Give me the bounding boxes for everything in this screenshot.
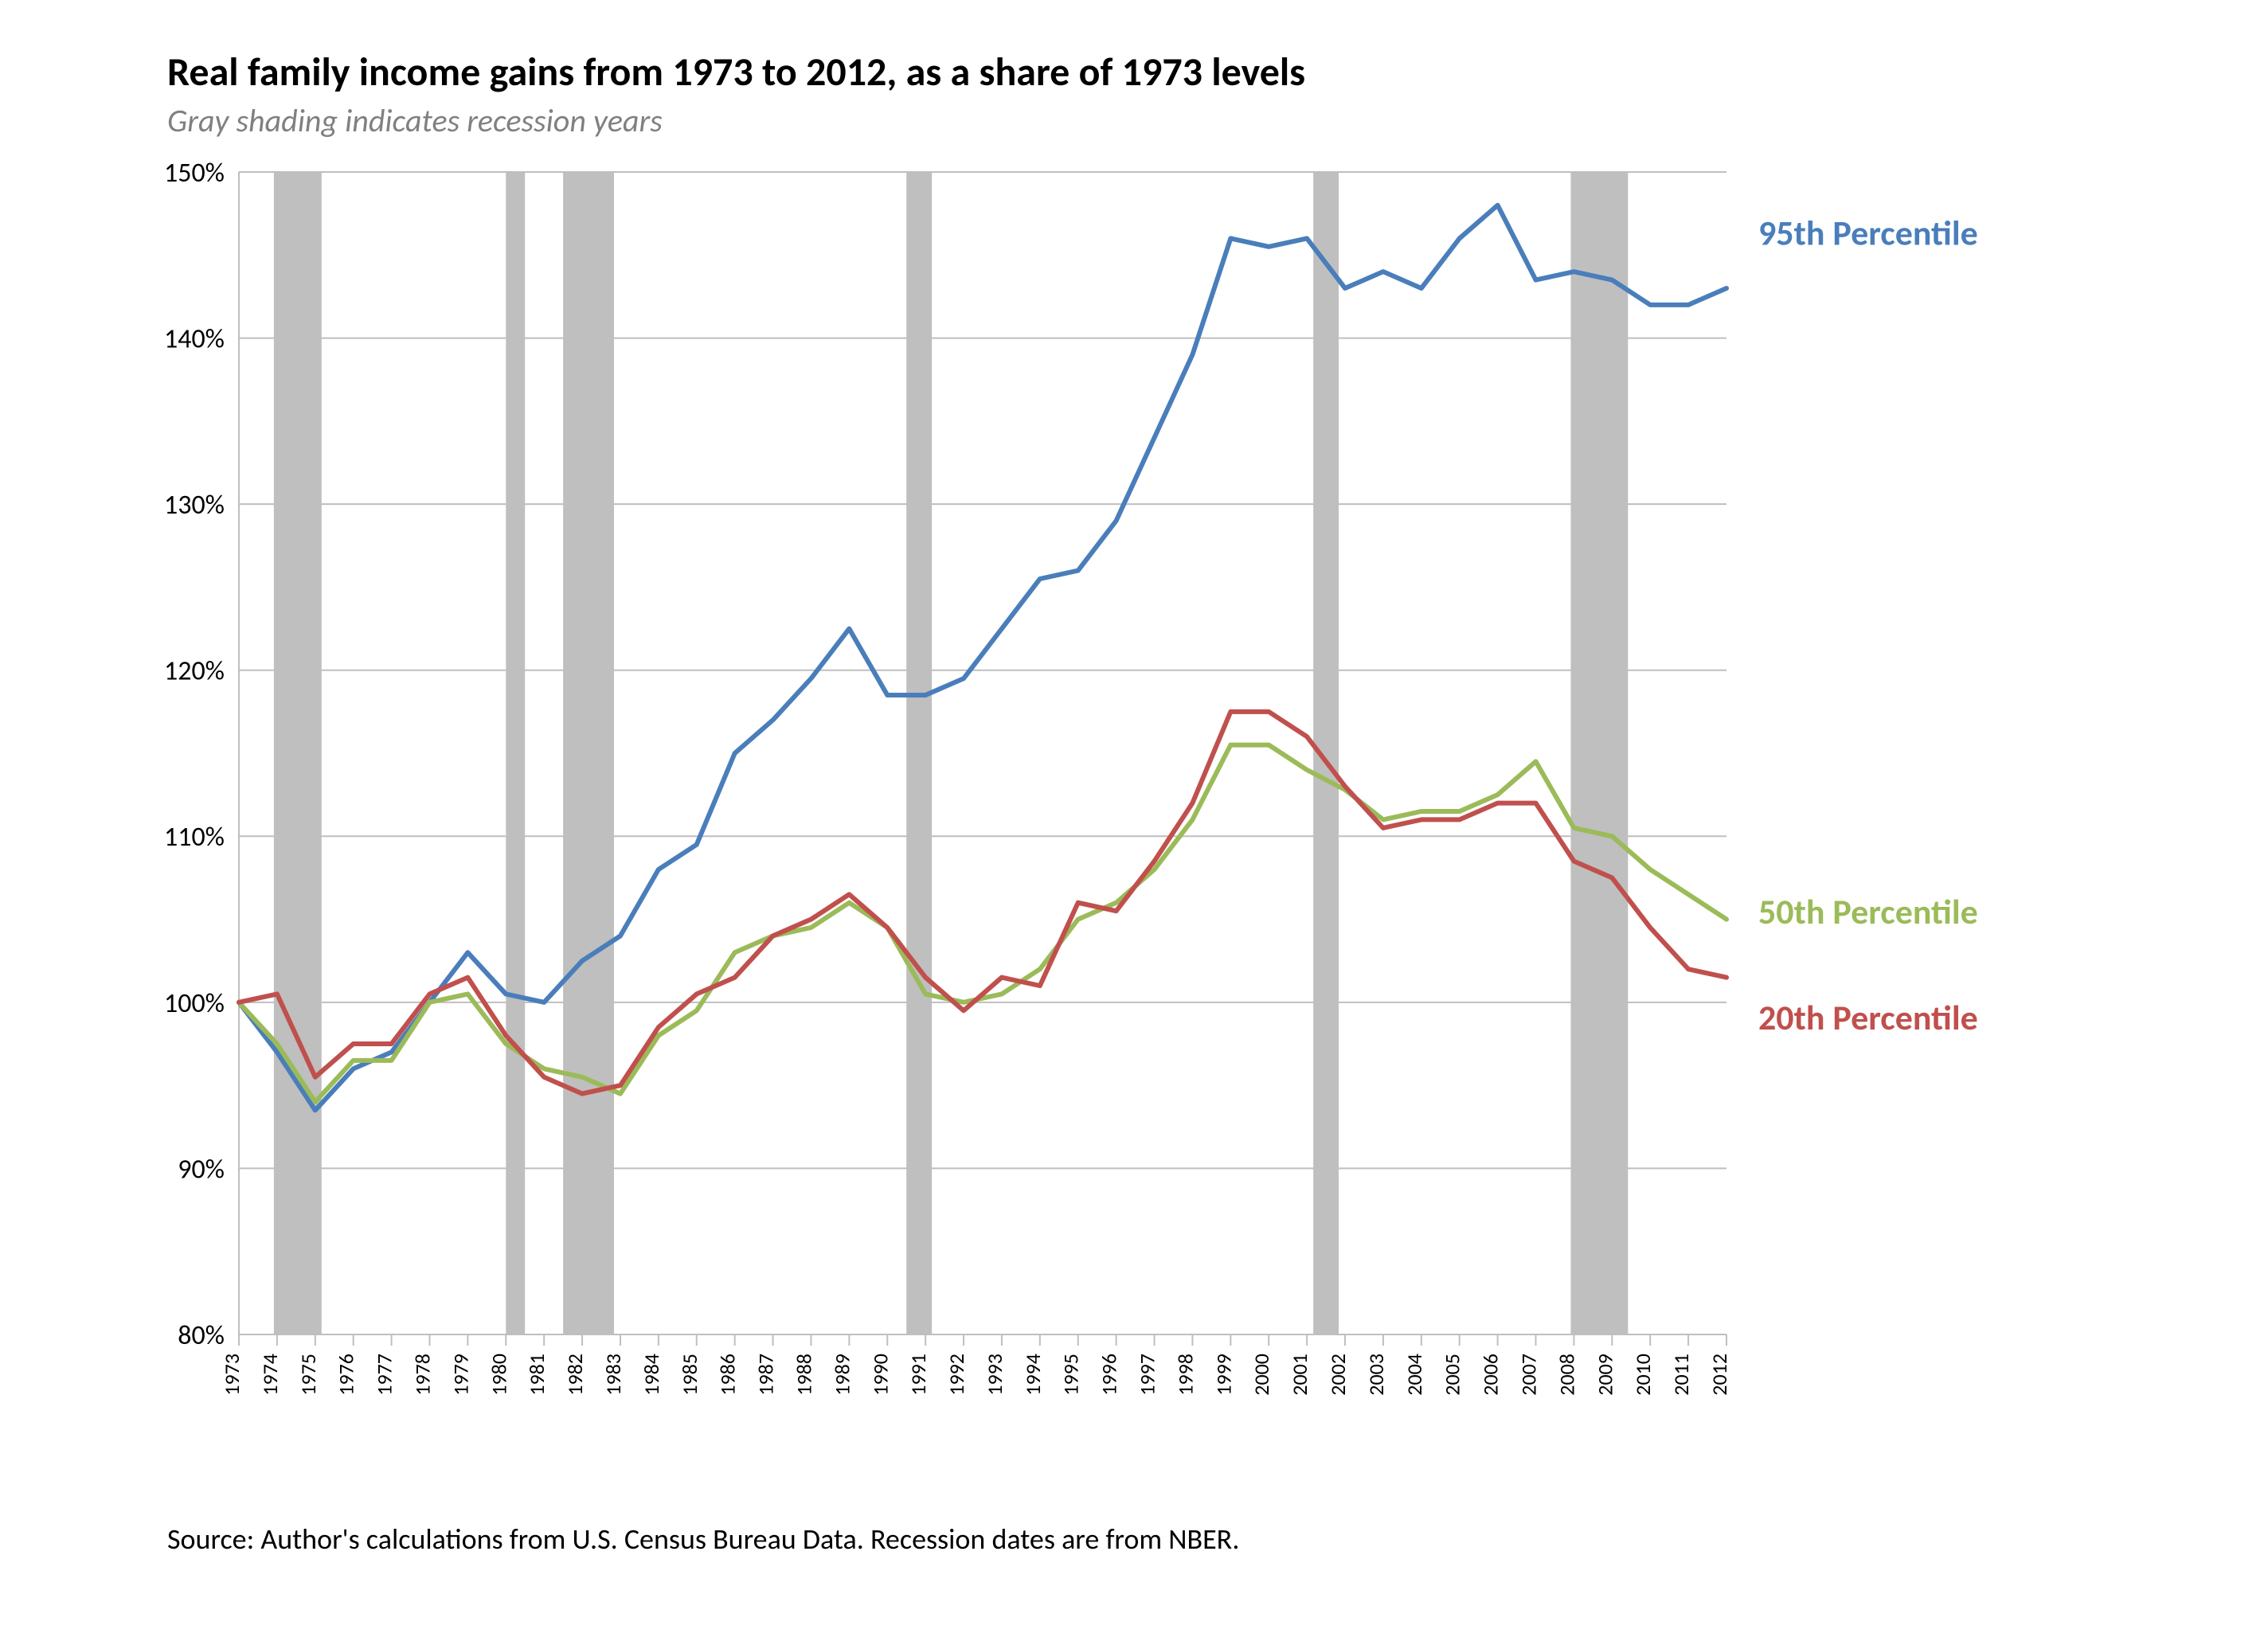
- svg-text:2005: 2005: [1440, 1354, 1465, 1396]
- chart-title: Real family income gains from 1973 to 20…: [167, 48, 2204, 96]
- svg-text:1977: 1977: [372, 1354, 397, 1396]
- svg-text:2008: 2008: [1554, 1354, 1579, 1396]
- svg-text:1986: 1986: [715, 1354, 741, 1396]
- svg-text:2003: 2003: [1363, 1354, 1389, 1396]
- svg-text:1990: 1990: [867, 1354, 893, 1396]
- svg-text:1996: 1996: [1097, 1354, 1122, 1396]
- svg-text:2006: 2006: [1478, 1354, 1504, 1396]
- svg-text:2001: 2001: [1287, 1354, 1312, 1396]
- svg-text:1994: 1994: [1020, 1354, 1046, 1396]
- svg-text:130%: 130%: [164, 489, 225, 522]
- chart-svg: 80% 90% 100% 110% 120% 130% 140% 150% 1973 1974 19…: [64, 140, 2204, 1494]
- svg-text:1973: 1973: [219, 1354, 244, 1396]
- svg-text:1992: 1992: [944, 1354, 969, 1396]
- svg-text:1980: 1980: [486, 1354, 511, 1396]
- svg-text:2009: 2009: [1592, 1354, 1617, 1396]
- series-label: 20th Percentile: [1758, 996, 1978, 1039]
- svg-text:150%: 150%: [164, 157, 225, 190]
- svg-text:2007: 2007: [1516, 1354, 1542, 1396]
- svg-text:90%: 90%: [178, 1153, 225, 1186]
- svg-text:2011: 2011: [1668, 1354, 1694, 1396]
- svg-text:1976: 1976: [334, 1354, 359, 1396]
- svg-text:1983: 1983: [600, 1354, 626, 1396]
- chart-area: 80% 90% 100% 110% 120% 130% 140% 150% 1973 1974 19…: [64, 140, 2204, 1498]
- svg-text:1984: 1984: [639, 1354, 664, 1396]
- svg-text:1974: 1974: [257, 1354, 283, 1396]
- svg-text:2000: 2000: [1249, 1354, 1274, 1396]
- svg-text:1997: 1997: [1135, 1354, 1160, 1396]
- svg-text:2012: 2012: [1707, 1354, 1732, 1396]
- series-label: 50th Percentile: [1758, 890, 1978, 933]
- svg-text:140%: 140%: [164, 322, 225, 355]
- svg-text:120%: 120%: [164, 655, 225, 688]
- svg-text:1975: 1975: [295, 1354, 321, 1396]
- svg-text:1988: 1988: [791, 1354, 816, 1396]
- svg-text:110%: 110%: [164, 821, 225, 854]
- svg-text:100%: 100%: [164, 987, 225, 1020]
- svg-text:1978: 1978: [409, 1354, 435, 1396]
- svg-text:1993: 1993: [982, 1354, 1007, 1396]
- svg-text:1991: 1991: [905, 1354, 931, 1396]
- svg-text:1989: 1989: [829, 1354, 854, 1396]
- svg-text:1987: 1987: [753, 1354, 779, 1396]
- svg-text:80%: 80%: [178, 1319, 225, 1352]
- svg-text:1985: 1985: [677, 1354, 702, 1396]
- svg-text:2010: 2010: [1630, 1354, 1656, 1396]
- svg-text:1981: 1981: [524, 1354, 549, 1396]
- svg-text:1998: 1998: [1172, 1354, 1198, 1396]
- svg-text:1999: 1999: [1210, 1354, 1236, 1396]
- svg-text:1995: 1995: [1058, 1354, 1084, 1396]
- chart-subtitle: Gray shading indicates recession years: [167, 101, 2204, 140]
- svg-text:1979: 1979: [448, 1354, 473, 1396]
- svg-text:1982: 1982: [562, 1354, 588, 1396]
- chart-source: Source: Author's calculations from U.S. …: [167, 1522, 2204, 1557]
- svg-text:2002: 2002: [1325, 1354, 1351, 1396]
- svg-text:2004: 2004: [1402, 1354, 1427, 1396]
- series-label: 95th Percentile: [1758, 211, 1978, 254]
